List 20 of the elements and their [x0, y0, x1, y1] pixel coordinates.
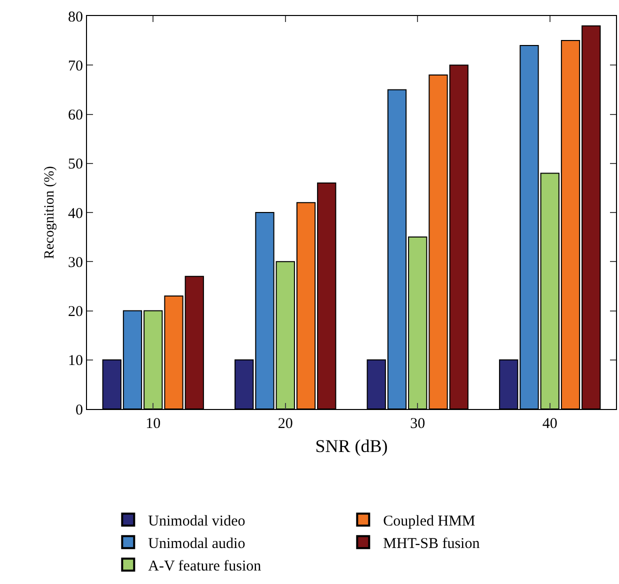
y-tick-label: 20 [68, 304, 83, 320]
x-tick-label: 30 [410, 416, 426, 432]
legend-label: A-V feature fusion [148, 558, 262, 574]
y-tick-label: 60 [68, 108, 83, 124]
y-axis-title: Recognition (%) [42, 166, 58, 259]
y-tick-label: 10 [68, 353, 83, 370]
legend-label: Unimodal audio [148, 536, 246, 552]
y-tick-label: 70 [68, 58, 83, 74]
y-tick-label: 50 [68, 156, 83, 173]
x-tick-label: 10 [146, 416, 161, 432]
y-tick-label: 40 [68, 206, 83, 222]
x-axis-title: SNR (dB) [315, 436, 388, 456]
legend-label: MHT-SB fusion [383, 536, 480, 552]
y-tick-label: 80 [68, 9, 83, 26]
x-tick-label: 20 [278, 416, 293, 432]
legend-label: Coupled HMM [383, 513, 476, 530]
legend-label: Unimodal video [148, 513, 246, 530]
y-tick-label: 30 [68, 254, 83, 271]
x-tick-label: 40 [542, 416, 558, 432]
y-tick-label: 0 [76, 402, 83, 418]
